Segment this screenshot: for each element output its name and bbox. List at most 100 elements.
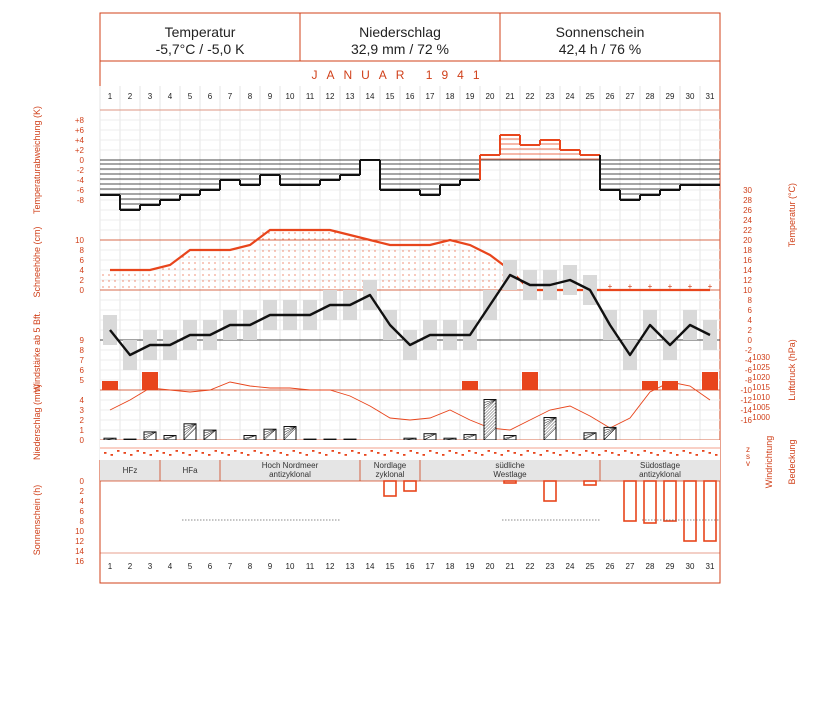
cloud-mark	[695, 454, 698, 456]
day-label: 23	[546, 92, 555, 101]
sunshine-bar	[643, 480, 657, 524]
day-label: 7	[228, 92, 233, 101]
cloud-mark	[591, 452, 594, 454]
header-row: Temperatur -5,7°C / -5,0 K Niederschlag …	[100, 13, 720, 62]
snow-dot	[274, 262, 276, 264]
tick-pressure: 1020	[752, 373, 770, 382]
snow-dot	[348, 250, 350, 252]
snow-dot	[288, 268, 290, 270]
snow-dot	[302, 286, 304, 288]
temp-value: -5,7°C / -5,0 K	[156, 41, 246, 57]
snow-dot	[228, 256, 230, 258]
prec-value: 32,9 mm / 72 %	[351, 41, 449, 57]
cloud-mark	[110, 454, 113, 456]
tick-pressure: 1025	[752, 363, 770, 372]
day-label: 12	[326, 92, 335, 101]
cloud-mark	[234, 450, 237, 452]
cloud-mark	[552, 452, 555, 454]
snow-dot	[288, 244, 290, 246]
precip-hatch	[543, 426, 557, 439]
cloud-mark	[611, 452, 614, 454]
snow-dot	[274, 280, 276, 282]
snow-dot	[268, 232, 270, 234]
cloud-mark	[708, 452, 711, 454]
snow-dot	[154, 286, 156, 288]
snow-dot	[448, 244, 450, 246]
snow-dot	[454, 262, 456, 264]
snow-dot	[188, 268, 190, 270]
tick-temp-dev: -4	[77, 176, 85, 185]
day-label: 5	[188, 92, 193, 101]
cloud-mark	[559, 454, 562, 456]
snow-dot	[274, 256, 276, 258]
snow-dot	[274, 268, 276, 270]
snow-dot	[314, 274, 316, 276]
weather-type-label: Südostlage antizyklonal	[639, 461, 681, 479]
cloud-mark	[240, 452, 243, 454]
snow-dot	[382, 286, 384, 288]
cloud-mark	[318, 452, 321, 454]
cloud-mark	[338, 452, 341, 454]
precip-hatch	[483, 420, 497, 433]
day-label: 3	[148, 562, 153, 571]
tick-temperature: 0	[748, 336, 753, 345]
sun-value: 42,4 h / 76 %	[559, 41, 642, 57]
day-label: 1	[108, 562, 113, 571]
cloud-mark	[377, 452, 380, 454]
snow-dot	[328, 286, 330, 288]
snow-trace-mark: +	[688, 282, 693, 291]
snow-dot	[242, 280, 244, 282]
snow-dot	[342, 274, 344, 276]
snow-dot	[268, 250, 270, 252]
cloud-mark	[481, 454, 484, 456]
tick-snow: 2	[80, 276, 85, 285]
snow-dot	[208, 280, 210, 282]
snow-dot	[222, 256, 224, 258]
snow-dot	[374, 262, 376, 264]
tick-temperature: -12	[740, 396, 752, 405]
snow-dot	[488, 268, 490, 270]
precip-hatch	[283, 426, 297, 433]
snow-dot	[168, 268, 170, 270]
snow-trace-mark: +	[648, 282, 653, 291]
day-label: 18	[446, 92, 455, 101]
snow-dot	[382, 274, 384, 276]
axis-title-pressure: Luftdruck (hPa)	[787, 339, 797, 401]
day-label: 12	[326, 562, 335, 571]
snow-dot	[302, 238, 304, 240]
precip-hatch	[543, 420, 557, 433]
axis-title-cloud: Bedeckung	[787, 439, 797, 484]
snow-dot	[282, 262, 284, 264]
day-label: 30	[686, 92, 695, 101]
precip-hatch	[463, 434, 477, 438]
snow-dot	[448, 280, 450, 282]
snow-dot	[288, 280, 290, 282]
snow-dot	[454, 268, 456, 270]
snow-dot	[248, 250, 250, 252]
winddir-tick: z	[746, 445, 750, 454]
snow-dot	[228, 280, 230, 282]
precip-hatch	[183, 423, 197, 431]
snow-dot	[354, 262, 356, 264]
snow-dot	[174, 274, 176, 276]
cloud-mark	[565, 450, 568, 452]
snow-dot	[474, 268, 476, 270]
snow-dot	[494, 286, 496, 288]
snow-dot	[402, 286, 404, 288]
precip-hatch	[283, 426, 297, 439]
snow-dot	[408, 250, 410, 252]
snow-dot	[188, 256, 190, 258]
snow-dot	[288, 256, 290, 258]
tick-temp-dev: 0	[80, 156, 85, 165]
precip-hatch	[483, 408, 497, 421]
snow-dot	[234, 262, 236, 264]
snow-dot	[408, 280, 410, 282]
winddir-tick: s	[746, 452, 750, 461]
snow-dot	[322, 262, 324, 264]
snow-dot	[302, 262, 304, 264]
snow-dot	[308, 262, 310, 264]
snow-dot	[382, 268, 384, 270]
day-label: 20	[486, 92, 495, 101]
snow-dot	[328, 250, 330, 252]
cloud-mark	[435, 452, 438, 454]
